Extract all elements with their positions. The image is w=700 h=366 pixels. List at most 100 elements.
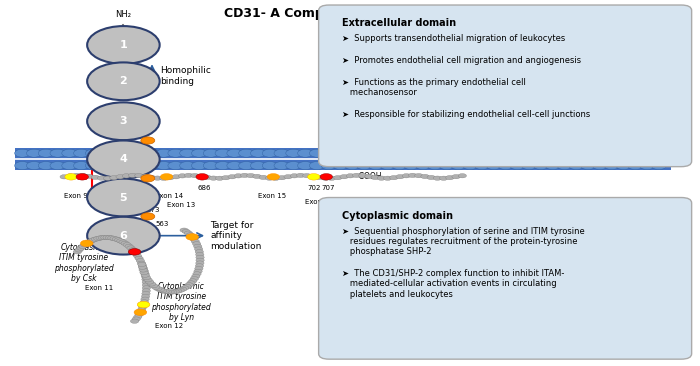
Text: 3: 3 — [120, 116, 127, 126]
Circle shape — [142, 277, 150, 281]
Circle shape — [192, 274, 200, 279]
Circle shape — [127, 246, 135, 250]
Circle shape — [184, 173, 192, 178]
Circle shape — [640, 149, 655, 157]
FancyBboxPatch shape — [15, 149, 671, 170]
Circle shape — [142, 291, 150, 296]
Circle shape — [392, 149, 407, 157]
Circle shape — [251, 149, 266, 157]
Circle shape — [156, 161, 172, 169]
Circle shape — [160, 176, 168, 180]
Circle shape — [27, 149, 42, 157]
Circle shape — [142, 275, 150, 280]
Circle shape — [203, 149, 218, 157]
Circle shape — [138, 265, 146, 269]
Circle shape — [128, 173, 136, 178]
Circle shape — [195, 266, 203, 271]
Circle shape — [140, 300, 148, 304]
Circle shape — [85, 149, 101, 157]
Text: Exon 12: Exon 12 — [155, 324, 183, 329]
Text: Cytoplasmic domain: Cytoplasmic domain — [342, 211, 453, 221]
Circle shape — [545, 149, 561, 157]
Circle shape — [144, 149, 160, 157]
Text: Extracellular domain: Extracellular domain — [342, 18, 456, 29]
Circle shape — [119, 240, 127, 244]
Text: 686: 686 — [197, 186, 211, 191]
Circle shape — [156, 149, 172, 157]
Circle shape — [451, 149, 466, 157]
Circle shape — [209, 176, 218, 180]
Circle shape — [109, 149, 125, 157]
Circle shape — [130, 319, 139, 324]
Circle shape — [97, 176, 106, 180]
Text: Exon 11: Exon 11 — [85, 285, 113, 291]
Circle shape — [142, 289, 150, 293]
Circle shape — [390, 175, 398, 180]
Circle shape — [139, 266, 148, 270]
Circle shape — [158, 288, 167, 293]
Circle shape — [171, 290, 179, 294]
Circle shape — [156, 288, 164, 292]
Circle shape — [239, 161, 254, 169]
Circle shape — [142, 286, 150, 290]
Circle shape — [274, 161, 289, 169]
Circle shape — [315, 175, 323, 180]
Circle shape — [545, 161, 561, 169]
Circle shape — [172, 175, 181, 179]
Circle shape — [368, 161, 384, 169]
Circle shape — [121, 241, 130, 246]
Circle shape — [416, 149, 430, 157]
Circle shape — [154, 287, 162, 291]
Circle shape — [628, 149, 643, 157]
Circle shape — [78, 173, 87, 178]
Circle shape — [408, 173, 416, 178]
Circle shape — [267, 173, 279, 180]
Circle shape — [188, 235, 197, 239]
Circle shape — [604, 161, 620, 169]
Circle shape — [149, 284, 158, 288]
Circle shape — [132, 252, 141, 256]
Text: 702: 702 — [307, 185, 321, 191]
Circle shape — [192, 161, 206, 169]
Circle shape — [60, 175, 69, 179]
Circle shape — [510, 149, 525, 157]
Circle shape — [368, 149, 384, 157]
Circle shape — [151, 285, 160, 290]
Circle shape — [141, 213, 155, 220]
Circle shape — [166, 290, 174, 294]
Circle shape — [137, 307, 146, 312]
Circle shape — [129, 248, 137, 252]
Circle shape — [153, 176, 162, 180]
Circle shape — [533, 161, 549, 169]
Text: 4: 4 — [120, 154, 127, 164]
Circle shape — [592, 149, 608, 157]
Circle shape — [253, 174, 261, 179]
Circle shape — [74, 161, 89, 169]
Circle shape — [134, 309, 147, 315]
Circle shape — [136, 259, 145, 263]
Text: 1: 1 — [120, 40, 127, 50]
Circle shape — [352, 173, 361, 178]
Text: Exon 15: Exon 15 — [258, 193, 286, 199]
Circle shape — [180, 228, 188, 232]
Circle shape — [475, 161, 490, 169]
Circle shape — [80, 243, 89, 247]
Circle shape — [66, 174, 74, 178]
Text: Exon 10: Exon 10 — [121, 193, 149, 199]
Circle shape — [240, 173, 248, 178]
Circle shape — [85, 161, 101, 169]
Circle shape — [132, 161, 148, 169]
Circle shape — [85, 240, 93, 244]
Circle shape — [130, 250, 139, 254]
Circle shape — [580, 149, 596, 157]
Circle shape — [463, 149, 478, 157]
Circle shape — [96, 236, 104, 240]
Circle shape — [333, 161, 349, 169]
Circle shape — [89, 238, 97, 242]
Circle shape — [421, 174, 429, 179]
Circle shape — [451, 161, 466, 169]
Circle shape — [309, 149, 325, 157]
Circle shape — [196, 173, 209, 180]
Circle shape — [380, 149, 395, 157]
Circle shape — [486, 149, 502, 157]
